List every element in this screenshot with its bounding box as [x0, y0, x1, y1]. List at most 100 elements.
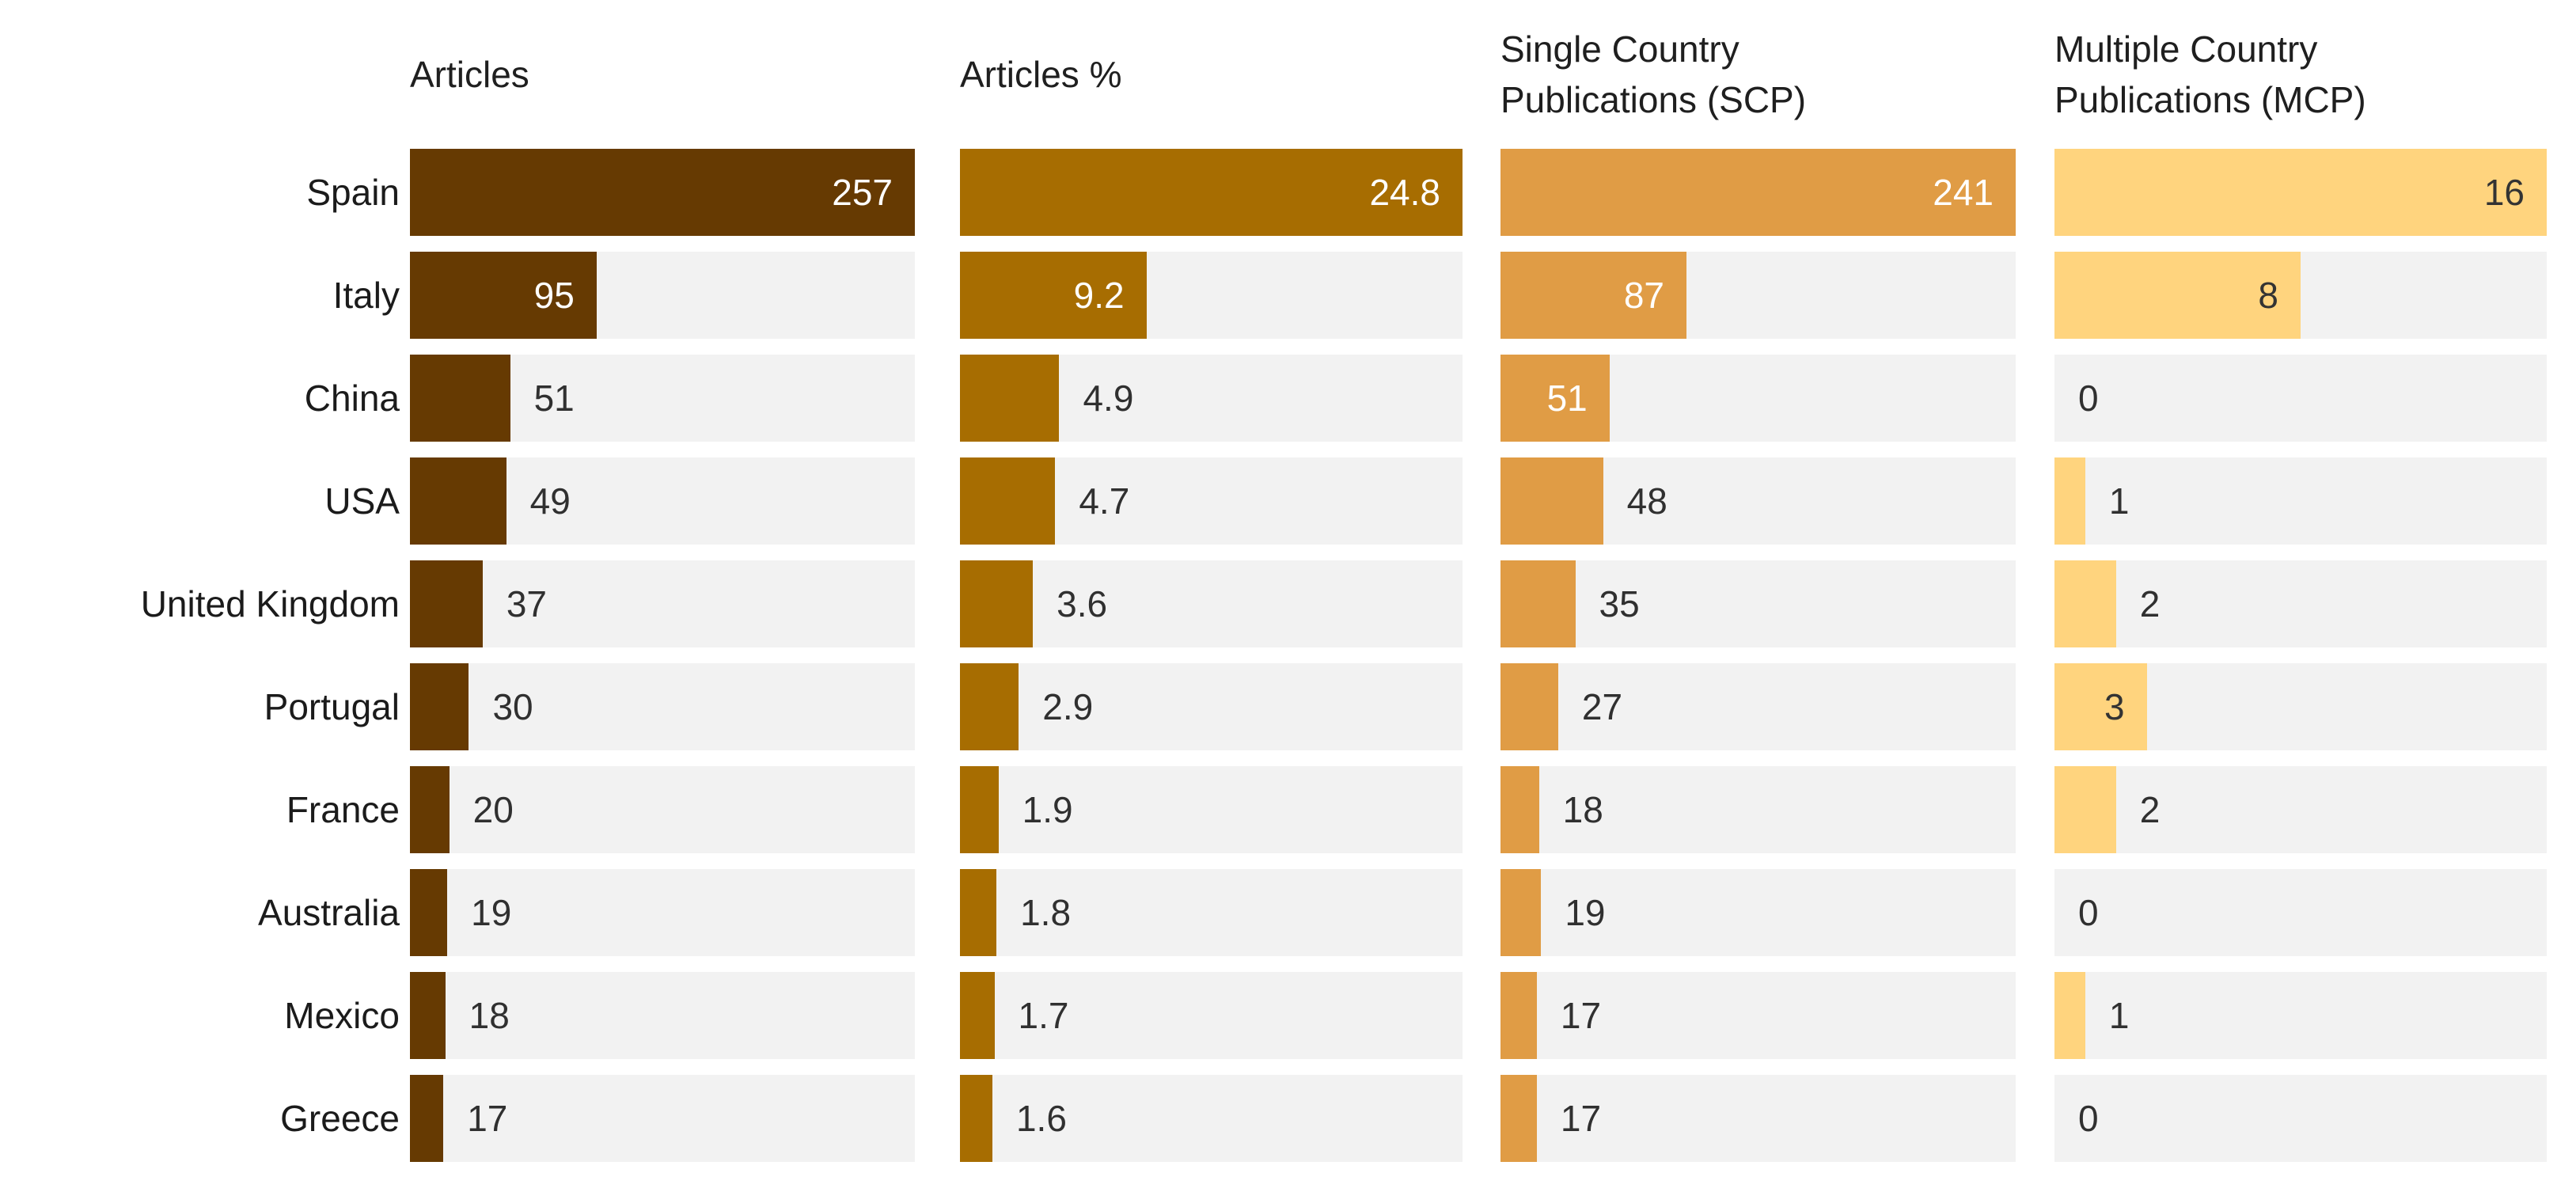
value-label: 2 [2139, 583, 2161, 624]
bar [1500, 663, 1558, 750]
value-label: 1 [2108, 480, 2130, 522]
column-header-1: Articles [410, 49, 915, 100]
bar [410, 972, 446, 1059]
column-header-4: Multiple Country Publications (MCP) [2054, 24, 2547, 125]
column-headers: Articles Articles % Single Country Publicat… [0, 0, 2547, 149]
bar [2054, 972, 2085, 1059]
value-label: 20 [472, 789, 514, 830]
bar [2054, 252, 2301, 339]
bar [1500, 149, 2016, 236]
bar [2054, 766, 2116, 853]
bar-track: 241 [1500, 149, 2016, 236]
bar-track: 4.9 [960, 355, 1463, 442]
category-label: Italy [332, 275, 400, 316]
bar-track: 37 [410, 560, 915, 647]
value-label: 51 [533, 378, 575, 419]
bar-track: 49 [410, 457, 915, 545]
value-label: 87 [1623, 275, 1665, 316]
bar-track: 1.8 [960, 869, 1463, 956]
bar [410, 560, 483, 647]
bar-track: 18 [410, 972, 915, 1059]
bar-track: 0 [2054, 1075, 2547, 1162]
bar-track: 30 [410, 663, 915, 750]
bar-track: 1.6 [960, 1075, 1463, 1162]
value-label: 51 [1546, 378, 1588, 419]
value-label: 19 [1565, 892, 1606, 933]
column-header-3: Single Country Publications (SCP) [1500, 24, 2016, 125]
bar-track: 95 [410, 252, 915, 339]
bar [1500, 457, 1603, 545]
bar [410, 663, 469, 750]
column-header-line: Publications (SCP) [1500, 79, 1807, 120]
value-label: 2 [2139, 789, 2161, 830]
bar-track: 0 [2054, 355, 2547, 442]
value-label: 4.9 [1083, 378, 1134, 419]
bar-track: 19 [410, 869, 915, 956]
value-label: 1.6 [1015, 1098, 1067, 1139]
column-header-line: Single Country [1500, 28, 1739, 70]
category-label: Spain [306, 172, 400, 213]
bar [1500, 972, 1537, 1059]
category-label: Australia [258, 892, 400, 933]
chart-row-france: France 20 1.9 18 2 [0, 766, 2547, 853]
bar-track: 3.6 [960, 560, 1463, 647]
bar-track: 0 [2054, 869, 2547, 956]
value-label: 4.7 [1079, 480, 1130, 522]
chart-row-usa: USA 49 4.7 48 1 [0, 457, 2547, 545]
bar [960, 252, 1147, 339]
chart-row-spain: Spain 257 24.8 241 16 [0, 149, 2547, 236]
bar-track: 24.8 [960, 149, 1463, 236]
bar [410, 149, 915, 236]
category-label: China [304, 378, 400, 419]
bar-track: 257 [410, 149, 915, 236]
category-label: Mexico [284, 995, 400, 1036]
value-label: 18 [1562, 789, 1603, 830]
bar [1500, 560, 1576, 647]
bar-track: 16 [2054, 149, 2547, 236]
value-label: 3.6 [1057, 583, 1108, 624]
chart-rows: Spain 257 24.8 241 16 Italy 95 9.2 87 8 China 51 4.9… [0, 149, 2547, 1162]
value-label: 95 [533, 275, 575, 316]
value-label: 30 [492, 686, 533, 727]
bar-track: 9.2 [960, 252, 1463, 339]
bar-track: 1.9 [960, 766, 1463, 853]
bar-track: 19 [1500, 869, 2016, 956]
bar-track: 4.7 [960, 457, 1463, 545]
value-label: 48 [1626, 480, 1667, 522]
bar-track: 2.9 [960, 663, 1463, 750]
chart-row-united-kingdom: United Kingdom 37 3.6 35 2 [0, 560, 2547, 647]
value-label: 1.9 [1022, 789, 1073, 830]
bar [1500, 869, 1542, 956]
value-label: 35 [1599, 583, 1640, 624]
bar-track: 20 [410, 766, 915, 853]
column-header-line: Articles [410, 54, 529, 95]
value-label: 0 [2078, 378, 2099, 419]
bar [1500, 355, 1610, 442]
value-label: 19 [471, 892, 512, 933]
bar [960, 149, 1463, 236]
bar-track: 3 [2054, 663, 2547, 750]
bar [960, 869, 997, 956]
bar-track: 2 [2054, 766, 2547, 853]
value-label: 17 [467, 1098, 508, 1139]
bar-track: 1.7 [960, 972, 1463, 1059]
bar [960, 1075, 992, 1162]
bar [960, 663, 1019, 750]
value-label: 2.9 [1042, 686, 1094, 727]
bar [960, 457, 1056, 545]
bar [960, 560, 1034, 647]
bar [960, 355, 1060, 442]
bar [2054, 457, 2085, 545]
value-label: 8 [2258, 275, 2278, 316]
value-label: 27 [1581, 686, 1623, 727]
bar-track: 18 [1500, 766, 2016, 853]
bar-track: 48 [1500, 457, 2016, 545]
bar [1500, 766, 1539, 853]
chart-row-italy: Italy 95 9.2 87 8 [0, 252, 2547, 339]
bar-track: 17 [410, 1075, 915, 1162]
bar-track: 17 [1500, 972, 2016, 1059]
column-header-line: Multiple Country [2054, 28, 2318, 70]
value-label: 17 [1560, 1098, 1602, 1139]
value-label: 24.8 [1369, 172, 1440, 213]
